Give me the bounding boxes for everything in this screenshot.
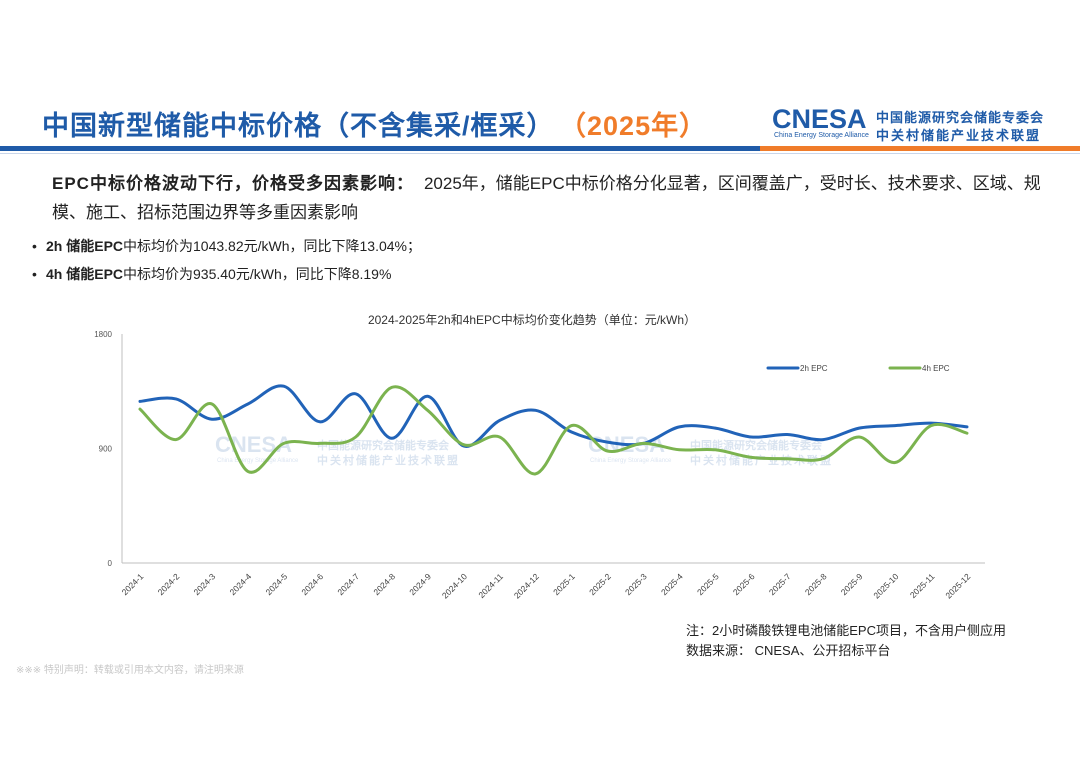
legend-label: 2h EPC [800, 364, 828, 373]
chart-title: 2024-2025年2h和4hEPC中标均价变化趋势（单位：元/kWh） [368, 312, 696, 327]
watermark-org1: 中国能源研究会储能专委会 [690, 438, 823, 452]
title-text: 中国新型储能中标价格（不含集采/框采） [42, 111, 555, 141]
x-tick-label: 2024-10 [440, 571, 469, 600]
cnesa-logo: CNESA China Energy Storage Alliance 中国能源… [772, 104, 1062, 144]
x-tick-label: 2025-10 [871, 571, 900, 600]
header-divider-blue [0, 146, 1080, 151]
logo-org-line2: 中关村储能产业技术联盟 [876, 128, 1042, 143]
x-tick-label: 2025-12 [943, 571, 972, 600]
chart-notes: 注：2小时磷酸铁锂电池储能EPC项目，不含用户侧应用 数据来源： CNESA、公… [686, 621, 1006, 661]
page-title: 中国新型储能中标价格（不含集采/框采） （2025年） [42, 104, 707, 143]
bullet-4h: • 4h 储能EPC中标均价为935.40元/kWh，同比下降8.19% [32, 264, 391, 284]
y-tick-label: 0 [108, 559, 113, 568]
disclaimer: ※※※ 特别声明：转载或引用本文内容，请注明来源 [16, 665, 244, 676]
intro-body: 2025年，储能EPC中标价格分化显著，区间覆盖广，受时长、技术要求、区域、规模… [52, 174, 1041, 222]
x-tick-label: 2025-9 [839, 571, 865, 597]
x-tick-label: 2025-1 [551, 571, 577, 597]
x-tick-label: 2025-6 [731, 571, 757, 597]
note-line: 注：2小时磷酸铁锂电池储能EPC项目，不含用户侧应用 [686, 623, 1006, 638]
x-tick-label: 2025-5 [695, 571, 721, 597]
x-tick-label: 2024-7 [335, 571, 361, 597]
bullet-2h: • 2h 储能EPC中标均价为1043.82元/kWh，同比下降13.04%； [32, 236, 421, 256]
title-year: （2025年） [572, 111, 708, 141]
x-tick-label: 2025-11 [908, 571, 937, 600]
legend-label: 4h EPC [922, 364, 950, 373]
x-tick-label: 2024-2 [156, 571, 182, 597]
watermark-org2: 中关村储能产业技术联盟 [317, 453, 460, 467]
x-tick-label: 2025-4 [659, 571, 685, 597]
x-tick-label: 2024-8 [371, 571, 397, 597]
series-line-4h [138, 385, 969, 476]
logo-subtitle: China Energy Storage Alliance [774, 132, 869, 139]
header-divider-orange [760, 146, 1080, 151]
watermark-org1: 中国能源研究会储能专委会 [317, 438, 450, 452]
x-tick-label: 2024-12 [512, 571, 541, 600]
x-tick-label: 2024-5 [263, 571, 289, 597]
x-tick-label: 2025-2 [587, 571, 613, 597]
y-tick-label: 1800 [94, 330, 112, 339]
source-line: 数据来源： CNESA、公开招标平台 [686, 643, 891, 658]
y-tick-label: 900 [99, 445, 113, 454]
intro-paragraph: EPC中标价格波动下行，价格受多因素影响： 2025年，储能EPC中标价格分化显著… [52, 169, 1052, 227]
chart-axes: 0 900 1800 2024-1 2024-2 2024-3 2024-4 2024-5 20… [94, 330, 985, 600]
bullet-4h-text: 中标均价为935.40元/kWh，同比下降8.19% [123, 266, 392, 282]
bullet-dot: • [32, 238, 37, 254]
watermark-org2: 中关村储能产业技术联盟 [690, 453, 833, 467]
chart-legend: 2h EPC 4h EPC [766, 364, 950, 373]
watermark-sub: China Energy Storage Alliance [590, 458, 672, 464]
x-tick-label: 2024-6 [299, 571, 325, 597]
x-tick-label: 2024-3 [192, 571, 218, 597]
x-tick-label: 2024-4 [227, 571, 253, 597]
x-tick-label: 2025-8 [803, 571, 829, 597]
logo-org-line1: 中国能源研究会储能专委会 [876, 110, 1045, 125]
x-tick-label: 2024-1 [120, 571, 146, 597]
bullet-2h-bold: 2h 储能EPC [46, 238, 124, 254]
x-tick-label: 2024-9 [407, 571, 433, 597]
x-tick-label: 2024-11 [476, 571, 505, 600]
x-tick-label: 2025-3 [623, 571, 649, 597]
header-divider-thin [0, 153, 1080, 154]
x-tick-label: 2025-7 [767, 571, 793, 597]
bullet-dot: • [32, 266, 37, 282]
chart-series [138, 384, 969, 476]
watermark-sub: China Energy Storage Alliance [217, 458, 299, 464]
intro-lead: EPC中标价格波动下行，价格受多因素影响： [52, 174, 414, 193]
logo-mark: CNESA [772, 104, 867, 134]
bullet-4h-bold: 4h 储能EPC [46, 266, 124, 282]
bullet-2h-text: 中标均价为1043.82元/kWh，同比下降13.04%； [123, 238, 421, 254]
series-line-2h [138, 384, 969, 448]
